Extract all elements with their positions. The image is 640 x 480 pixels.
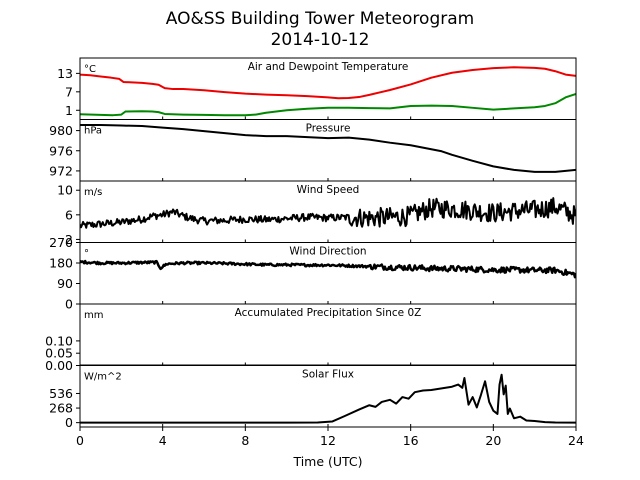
chart-panels: 1 7 13 Air and Dewpoint Temperature °C 972 976…	[45, 57, 577, 430]
wind_direction-unit-label: °	[84, 249, 89, 260]
x-tick-label: 20	[485, 433, 501, 448]
figure-title-line2: 2014-10-12	[271, 30, 370, 50]
wind_speed-series-line-0	[80, 197, 576, 229]
wind_direction-y-tick-label: 90	[57, 276, 73, 291]
temperature-y-tick-label: 1	[65, 103, 73, 118]
panel-wind_direction: 0 90 180 270 Wind Direction °	[49, 235, 577, 312]
precipitation-y-tick-label: 0.00	[45, 358, 73, 373]
solar_flux-unit-label: W/m^2	[84, 372, 122, 383]
solar_flux-y-tick-label: 536	[49, 386, 73, 401]
panel-precipitation: 0.000.050.10 Accumulated Precipitation Si…	[45, 303, 577, 373]
wind_direction-y-tick-label: 0	[65, 297, 73, 312]
x-axis: 0 4 8 12 16 20 24	[76, 427, 584, 448]
wind_direction-panel-title: Wind Direction	[289, 246, 366, 258]
wind_speed-y-tick-label: 10	[57, 183, 73, 198]
temperature-panel-title: Air and Dewpoint Temperature	[248, 61, 409, 73]
x-tick-label: 12	[320, 433, 336, 448]
panel-wind_speed: 2 6 10 Wind Speed m/s	[57, 180, 577, 247]
solar_flux-series-line-0	[80, 373, 576, 424]
temperature-unit-label: °C	[84, 64, 96, 75]
solar_flux-y-tick-label: 268	[49, 401, 73, 416]
x-tick-label: 4	[159, 433, 167, 448]
precipitation-y-tick-label: 0.05	[45, 346, 73, 361]
wind_speed-y-tick-label: 6	[65, 207, 73, 222]
solar_flux-panel-title: Solar Flux	[302, 369, 354, 381]
x-tick-label: 0	[76, 433, 84, 448]
wind_speed-panel-title: Wind Speed	[297, 184, 360, 196]
x-axis-label: Time (UTC)	[292, 454, 362, 469]
figure-title-line1: AO&SS Building Tower Meteorogram	[166, 9, 474, 29]
pressure-panel-title: Pressure	[306, 123, 351, 135]
x-tick-label: 8	[241, 433, 249, 448]
panel-temperature: 1 7 13 Air and Dewpoint Temperature °C	[57, 57, 577, 120]
panel-pressure: 972 976 980 Pressure hPa	[49, 119, 577, 182]
temperature-y-tick-label: 13	[57, 66, 73, 81]
pressure-y-tick-label: 976	[49, 143, 73, 158]
temperature-y-tick-label: 7	[65, 84, 73, 99]
solar_flux-y-tick-label: 0	[65, 415, 73, 430]
pressure-y-tick-label: 980	[49, 123, 73, 138]
wind_direction-series-line-0	[80, 259, 576, 279]
x-tick-label: 16	[403, 433, 419, 448]
wind_speed-y-tick-label: 2	[65, 232, 73, 247]
temperature-series-line-0	[80, 66, 576, 100]
wind_direction-y-tick-label: 270	[49, 235, 73, 250]
precipitation-y-tick-label: 0.10	[45, 333, 73, 348]
wind_speed-unit-label: m/s	[84, 187, 102, 198]
pressure-unit-label: hPa	[84, 126, 102, 137]
pressure-y-tick-label: 972	[49, 163, 73, 178]
temperature-series-line-1	[80, 92, 576, 117]
precipitation-panel-title: Accumulated Precipitation Since 0Z	[235, 307, 422, 319]
pressure-series-line-0	[80, 124, 576, 173]
x-tick-label: 24	[568, 433, 584, 448]
wind_direction-y-tick-label: 180	[49, 256, 73, 271]
precipitation-unit-label: mm	[84, 310, 103, 321]
